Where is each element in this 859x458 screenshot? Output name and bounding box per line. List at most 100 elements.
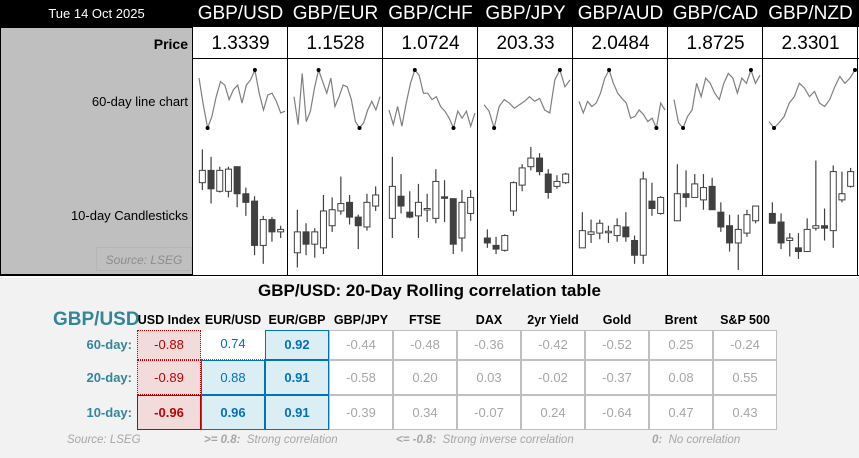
- price-row-label: Price: [153, 36, 188, 52]
- candle-up: [786, 237, 794, 241]
- candle-up: [414, 201, 422, 217]
- line-chart-series: [293, 67, 381, 130]
- correlation-cell: -0.02: [521, 360, 585, 395]
- min-point: [357, 126, 362, 130]
- row-label-column: Price 60-day line chart 10-day Candlesti…: [0, 27, 193, 275]
- candle-up: [587, 231, 595, 235]
- candles-row-label: 10-day Candlesticks: [70, 208, 188, 223]
- max-point: [412, 68, 417, 72]
- line-chart-series: [673, 68, 761, 130]
- min-point: [451, 126, 456, 130]
- column-divider: [762, 27, 763, 275]
- row-header: 10-day:: [86, 405, 132, 420]
- candle-down: [406, 211, 414, 218]
- pair-header: GBP/JPY: [485, 3, 566, 24]
- candle-down: [544, 173, 552, 194]
- candle-down: [717, 211, 725, 228]
- candle-up: [458, 201, 466, 239]
- correlation-cell: 0.03: [457, 360, 521, 395]
- candle-up: [198, 169, 206, 184]
- max-point: [607, 68, 612, 72]
- candle-up: [553, 180, 561, 187]
- divider: [193, 58, 859, 59]
- line-chart-series: [198, 67, 286, 131]
- correlation-cell: 0.92: [265, 330, 329, 360]
- candle-up: [578, 230, 586, 249]
- candle-up: [259, 219, 267, 246]
- candle-down: [821, 225, 829, 229]
- correlation-cell: 0.88: [201, 360, 265, 395]
- legend-key: >= 0.8:: [204, 434, 241, 446]
- line-chart-series: [483, 68, 571, 131]
- legend-key: <= -0.8:: [396, 434, 437, 446]
- candle-up: [752, 205, 760, 222]
- correlation-cell: -0.48: [393, 330, 457, 360]
- correlation-cell: 0.55: [713, 360, 777, 395]
- candle-up: [734, 228, 742, 244]
- candle-up: [838, 193, 846, 201]
- column-divider: [857, 27, 858, 275]
- candle-up: [467, 196, 475, 214]
- correlation-title: GBP/USD: 20-Day Rolling correlation tabl…: [258, 281, 601, 300]
- sparkline-charts: [198, 67, 857, 270]
- candle-up: [613, 225, 621, 237]
- correlation-cell: 0.25: [649, 330, 713, 360]
- candle-up: [224, 168, 232, 192]
- date-label: Tue 14 Oct 2025: [48, 6, 145, 21]
- source-label: Source: LSEG: [96, 247, 192, 271]
- correlation-cell: 0.91: [265, 395, 329, 430]
- legend-strong: >= 0.8: Strong correlation: [204, 434, 338, 446]
- correlation-cell: -0.42: [521, 330, 585, 360]
- correlation-cell: -0.58: [329, 360, 393, 395]
- candle-up: [509, 182, 517, 212]
- candle-up: [501, 235, 509, 251]
- price-value: 203.33: [496, 33, 555, 54]
- correlation-cell: 0.20: [393, 360, 457, 395]
- candle-down: [242, 193, 250, 203]
- correlation-cell: -0.39: [329, 395, 393, 430]
- price-value: 1.3339: [211, 33, 270, 54]
- candle-up: [423, 208, 431, 211]
- candle-down: [346, 201, 354, 218]
- candle-down: [682, 193, 690, 198]
- candle-up: [699, 187, 707, 201]
- correlation-cell: -0.64: [585, 395, 649, 430]
- candle-up: [518, 167, 526, 186]
- price-value: 1.8725: [686, 33, 745, 54]
- fx-dashboard: Tue 14 Oct 2025 Price 60-day line chart …: [0, 0, 859, 278]
- line-chart-row-label: 60-day line chart: [91, 94, 188, 109]
- pair-header: GBP/NZD: [768, 3, 853, 24]
- max-point: [252, 68, 257, 72]
- column-header: FTSE: [409, 313, 441, 327]
- column-header: Gold: [602, 313, 632, 327]
- min-point: [492, 126, 497, 130]
- min-point: [772, 126, 777, 130]
- candle-down: [441, 196, 449, 199]
- footer-source: Source: LSEG: [67, 434, 141, 446]
- pair-header: GBP/AUD: [577, 3, 664, 24]
- price-value: 2.3301: [781, 33, 840, 54]
- candle-up: [293, 231, 301, 254]
- correlation-cell: -0.89: [137, 360, 201, 395]
- base-pair-label: GBP/USD: [53, 309, 140, 330]
- candle-down: [768, 212, 776, 224]
- legend-text: Strong correlation: [246, 434, 338, 446]
- candle-down: [251, 200, 259, 246]
- min-point: [654, 126, 659, 130]
- min-point: [681, 126, 686, 130]
- candle-down: [449, 198, 457, 245]
- correlation-cell: 0.34: [393, 395, 457, 430]
- candle-up: [673, 193, 681, 222]
- correlation-cell: -0.96: [137, 395, 201, 430]
- candle-down: [648, 200, 656, 209]
- correlation-cell: -0.88: [137, 330, 201, 360]
- column-divider: [382, 27, 383, 275]
- correlation-cell: 0.24: [521, 395, 585, 430]
- max-point: [748, 68, 753, 72]
- column-header: GBP/JPY: [333, 313, 389, 327]
- column-header: DAX: [475, 313, 503, 327]
- max-point: [316, 68, 321, 72]
- correlation-cell: 0.47: [649, 395, 713, 430]
- column-header: Brent: [664, 313, 698, 327]
- column-header: EUR/GBP: [268, 313, 326, 327]
